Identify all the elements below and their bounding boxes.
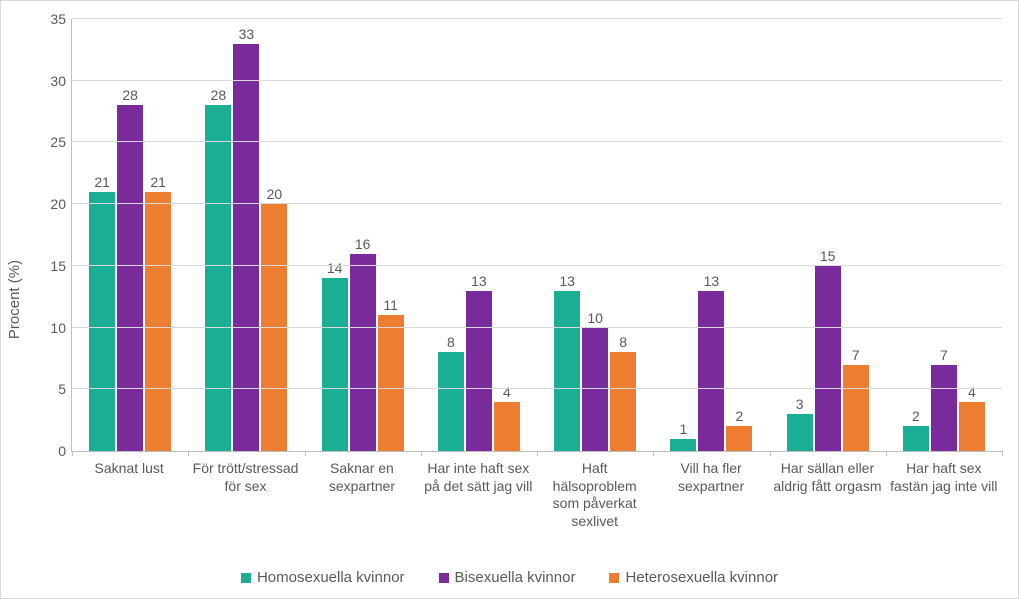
legend-label: Heterosexuella kvinnor bbox=[625, 569, 778, 586]
bar-value-label: 15 bbox=[820, 248, 836, 264]
bar-value-label: 8 bbox=[447, 334, 455, 350]
legend: Homosexuella kvinnor Bisexuella kvinnor He… bbox=[1, 569, 1018, 586]
gridline bbox=[72, 388, 1002, 389]
x-axis-label: Saknat lust bbox=[71, 456, 187, 538]
bar: 16 bbox=[350, 254, 376, 451]
chart-frame: Procent (%) 2128212833201416118134131081… bbox=[0, 0, 1019, 599]
bar: 13 bbox=[466, 291, 492, 451]
y-axis-title: Procent (%) bbox=[7, 260, 24, 339]
bar-value-label: 13 bbox=[471, 273, 487, 289]
bar: 28 bbox=[117, 105, 143, 451]
gridline bbox=[72, 18, 1002, 19]
y-tick-label: 5 bbox=[58, 381, 72, 397]
gridline bbox=[72, 141, 1002, 142]
y-tick-label: 20 bbox=[50, 196, 72, 212]
bar: 13 bbox=[554, 291, 580, 451]
bar-group: 8134 bbox=[421, 19, 537, 451]
bar: 7 bbox=[843, 365, 869, 451]
y-tick-label: 15 bbox=[50, 258, 72, 274]
gridline bbox=[72, 203, 1002, 204]
bar-value-label: 7 bbox=[852, 347, 860, 363]
y-tick-label: 0 bbox=[58, 443, 72, 459]
bar-value-label: 20 bbox=[267, 186, 283, 202]
plot-wrapper: 21282128332014161181341310811323157274 0… bbox=[29, 11, 1008, 538]
bar: 14 bbox=[322, 278, 348, 451]
bar-value-label: 4 bbox=[968, 384, 976, 400]
y-tick-label: 25 bbox=[50, 134, 72, 150]
bar: 28 bbox=[205, 105, 231, 451]
bar: 11 bbox=[378, 315, 404, 451]
bar-value-label: 8 bbox=[619, 334, 627, 350]
bar: 2 bbox=[903, 426, 929, 451]
bar-value-label: 4 bbox=[503, 384, 511, 400]
bar: 1 bbox=[670, 439, 696, 451]
bar: 7 bbox=[931, 365, 957, 451]
bar: 3 bbox=[787, 414, 813, 451]
bar: 8 bbox=[610, 352, 636, 451]
x-tick-mark bbox=[1002, 451, 1003, 456]
x-axis-label: Haft hälsoproblem som påverkat sexlivet bbox=[537, 456, 653, 538]
bar-value-label: 13 bbox=[559, 273, 575, 289]
bar-value-label: 2 bbox=[735, 408, 743, 424]
bar-value-label: 13 bbox=[704, 273, 720, 289]
x-axis-label: Vill ha fler sexpartner bbox=[653, 456, 769, 538]
gridline bbox=[72, 80, 1002, 81]
bar-group: 212821 bbox=[72, 19, 188, 451]
x-axis-label: För trött/stressad för sex bbox=[187, 456, 303, 538]
plot-area: 21282128332014161181341310811323157274 0… bbox=[71, 19, 1002, 452]
bar-value-label: 3 bbox=[796, 396, 804, 412]
bar-value-label: 21 bbox=[150, 174, 166, 190]
legend-label: Bisexuella kvinnor bbox=[455, 569, 576, 586]
legend-swatch bbox=[609, 573, 619, 583]
gridline bbox=[72, 327, 1002, 328]
legend-label: Homosexuella kvinnor bbox=[257, 569, 405, 586]
bar: 33 bbox=[233, 44, 259, 451]
bar: 15 bbox=[815, 266, 841, 451]
y-axis-title-wrap: Procent (%) bbox=[1, 1, 29, 598]
bar: 20 bbox=[261, 204, 287, 451]
bar-groups: 21282128332014161181341310811323157274 bbox=[72, 19, 1002, 451]
bar: 4 bbox=[494, 402, 520, 451]
bar-value-label: 14 bbox=[327, 260, 343, 276]
bar: 2 bbox=[726, 426, 752, 451]
bar-value-label: 28 bbox=[122, 87, 138, 103]
bar-value-label: 33 bbox=[239, 26, 255, 42]
bar-value-label: 11 bbox=[383, 297, 398, 313]
bar-value-label: 21 bbox=[94, 174, 110, 190]
legend-item: Bisexuella kvinnor bbox=[439, 569, 576, 586]
y-tick-label: 10 bbox=[50, 320, 72, 336]
bar: 13 bbox=[698, 291, 724, 451]
bar: 21 bbox=[89, 192, 115, 451]
y-tick-label: 35 bbox=[50, 11, 72, 27]
legend-item: Homosexuella kvinnor bbox=[241, 569, 405, 586]
bar: 8 bbox=[438, 352, 464, 451]
bar-group: 141611 bbox=[305, 19, 421, 451]
bar-group: 1132 bbox=[653, 19, 769, 451]
x-axis-label: Har inte haft sex på det sätt jag vill bbox=[420, 456, 536, 538]
gridline bbox=[72, 265, 1002, 266]
legend-swatch bbox=[439, 573, 449, 583]
x-axis-labels: Saknat lustFör trött/stressad för sexSak… bbox=[71, 456, 1002, 538]
x-axis-label: Har sällan eller aldrig fått orgasm bbox=[769, 456, 885, 538]
bar-group: 13 10 8 bbox=[537, 19, 653, 451]
x-axis-label: Har haft sex fastän jag inte vill bbox=[886, 456, 1002, 538]
bar: 21 bbox=[145, 192, 171, 451]
bar-value-label: 16 bbox=[355, 236, 371, 252]
legend-item: Heterosexuella kvinnor bbox=[609, 569, 778, 586]
bar-value-label: 10 bbox=[587, 310, 603, 326]
bar-group: 274 bbox=[886, 19, 1002, 451]
bar-group: 283320 bbox=[188, 19, 304, 451]
y-tick-label: 30 bbox=[50, 73, 72, 89]
x-axis-label: Saknar en sexpartner bbox=[304, 456, 420, 538]
bar-group: 3157 bbox=[770, 19, 886, 451]
bar: 4 bbox=[959, 402, 985, 451]
legend-swatch bbox=[241, 573, 251, 583]
bar-value-label: 2 bbox=[912, 408, 920, 424]
bar-value-label: 28 bbox=[211, 87, 227, 103]
bar-value-label: 7 bbox=[940, 347, 948, 363]
bar-value-label: 1 bbox=[679, 421, 687, 437]
